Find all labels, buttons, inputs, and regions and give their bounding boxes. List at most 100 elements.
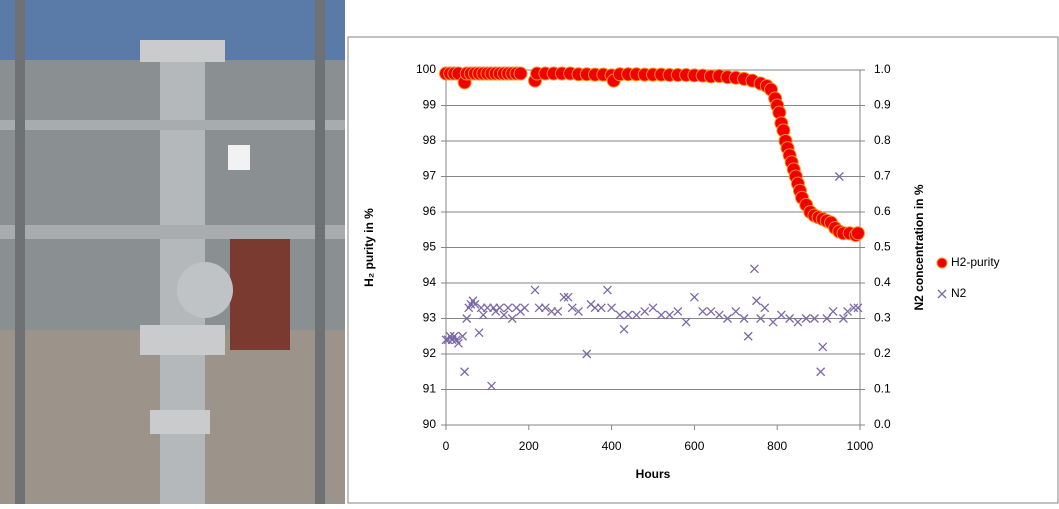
point — [834, 172, 844, 181]
photo-frame-post — [315, 0, 325, 504]
point — [503, 303, 513, 313]
y2-tick-label: 0.0 — [874, 417, 891, 431]
point — [495, 303, 505, 313]
x-tick-label: 600 — [684, 439, 704, 453]
point — [470, 299, 480, 309]
photo-flange-round — [177, 262, 233, 318]
point — [453, 338, 463, 348]
y-tick-label: 96 — [423, 204, 437, 218]
legend-label: N2 — [951, 286, 967, 300]
y2-tick-label: 0.7 — [874, 169, 891, 183]
photo-flange — [140, 40, 225, 62]
point — [739, 314, 749, 323]
point — [530, 285, 540, 295]
y-tick-label: 93 — [423, 311, 437, 325]
y2-tick-label: 1.0 — [874, 62, 891, 76]
point — [818, 342, 828, 352]
y2-tick-label: 0.4 — [874, 275, 891, 289]
y-axis-title: H₂ purity in % — [362, 208, 376, 287]
y-tick-label: 100 — [416, 62, 436, 76]
y2-tick-label: 0.9 — [874, 98, 891, 112]
y2-tick-label: 0.8 — [874, 133, 891, 147]
point — [838, 314, 848, 323]
point — [816, 367, 826, 377]
point — [582, 349, 592, 359]
point — [785, 314, 795, 323]
photo-frame-bar — [0, 120, 345, 130]
y2-axis-title: N2 concentration in % — [912, 184, 926, 310]
y-tick-label: 98 — [423, 133, 437, 147]
photo-frame-post — [15, 0, 25, 504]
point — [801, 314, 811, 323]
x-tick-label: 0 — [443, 439, 450, 453]
point — [743, 331, 753, 341]
point — [793, 317, 803, 327]
point — [723, 314, 732, 323]
point — [853, 303, 863, 313]
point — [487, 381, 496, 391]
y2-tick-label: 0.5 — [874, 240, 891, 254]
point — [673, 306, 683, 316]
point — [619, 324, 629, 334]
point — [615, 310, 625, 320]
x-tick-label: 800 — [767, 439, 787, 453]
point — [689, 292, 699, 302]
point — [656, 310, 666, 320]
point — [714, 310, 724, 320]
point — [607, 303, 617, 313]
y2-tick-label: 0.2 — [874, 346, 891, 360]
point — [768, 317, 778, 327]
legend-label: H2-purity — [951, 255, 1000, 269]
point — [760, 303, 770, 313]
point — [574, 306, 583, 316]
x-axis-title: Hours — [636, 467, 671, 481]
point — [843, 306, 853, 316]
y2-tick-label: 0.6 — [874, 204, 891, 218]
point — [706, 306, 716, 316]
photo-flange — [150, 410, 210, 434]
point — [698, 306, 708, 316]
y-tick-label: 97 — [423, 169, 437, 183]
point — [567, 303, 577, 313]
photo-bucket — [228, 145, 250, 170]
point — [507, 314, 517, 323]
point — [631, 310, 641, 320]
point — [828, 306, 838, 316]
point — [474, 328, 484, 338]
y2-tick-label: 0.3 — [874, 311, 891, 325]
point — [665, 310, 675, 320]
point — [776, 310, 786, 320]
photo — [0, 0, 345, 504]
point — [810, 314, 819, 323]
point — [731, 306, 741, 316]
point — [458, 331, 468, 341]
point — [749, 264, 759, 274]
y-tick-label: 94 — [423, 275, 437, 289]
y2-tick-label: 0.1 — [874, 382, 891, 396]
point — [850, 226, 865, 241]
chart-frame — [347, 36, 1059, 504]
photo-door — [230, 230, 290, 350]
legend-marker — [937, 289, 947, 299]
point — [499, 310, 509, 320]
legend-marker — [936, 257, 948, 269]
point — [563, 292, 573, 302]
y-tick-label: 91 — [423, 382, 437, 396]
y-tick-label: 99 — [423, 98, 437, 112]
y-tick-label: 90 — [423, 417, 437, 431]
point — [553, 306, 563, 316]
point — [648, 303, 658, 313]
point — [849, 303, 859, 313]
x-tick-label: 200 — [519, 439, 539, 453]
point — [623, 310, 633, 320]
point — [513, 66, 528, 81]
y-tick-label: 92 — [423, 346, 437, 360]
y-tick-label: 95 — [423, 240, 437, 254]
chart: 90 91 92 93 94 95 96 97 98 99 100 0.0 0.1 0.2 0.3 0.4 0.… — [362, 62, 1000, 481]
point — [596, 303, 606, 313]
point — [559, 292, 569, 302]
point — [603, 285, 612, 295]
point — [540, 303, 550, 313]
point — [681, 317, 691, 327]
